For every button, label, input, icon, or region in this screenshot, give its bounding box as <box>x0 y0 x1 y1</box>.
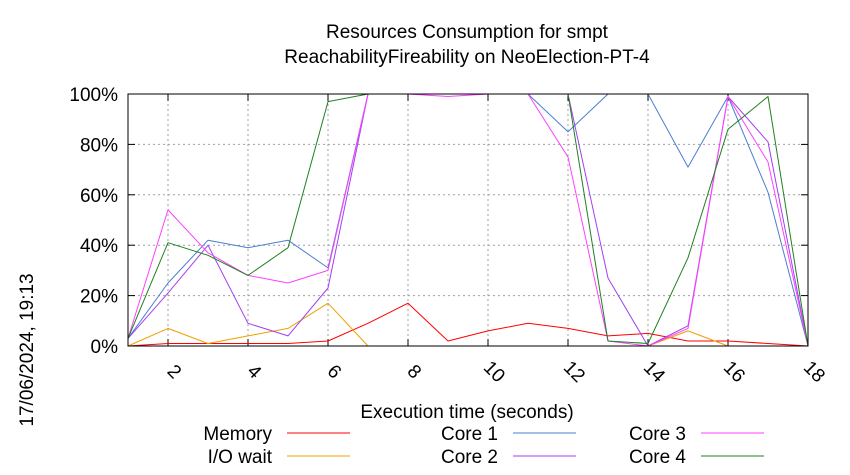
y-tick-label: 80% <box>80 135 118 156</box>
series-memory <box>127 302 809 347</box>
x-tick-label: 12 <box>559 357 589 387</box>
series-core-2 <box>127 93 809 347</box>
legend-label: I/O wait <box>208 447 273 468</box>
y-tick-label: 20% <box>80 287 118 308</box>
series-i-o-wait <box>127 302 729 347</box>
y-tick-label: 100% <box>69 85 118 106</box>
series-lines <box>127 93 809 347</box>
series-line <box>127 93 809 347</box>
chart-title: Resources Consumption for smpt <box>326 22 609 43</box>
series-line <box>127 302 809 347</box>
series-line <box>647 330 729 347</box>
x-axis-label: Execution time (seconds) <box>360 402 573 423</box>
legend-label: Core 4 <box>629 447 686 468</box>
y-axis-ticks: 0% 20% 40% 60% 80% 100% <box>69 85 808 358</box>
x-tick-label: 4 <box>243 361 266 384</box>
x-tick-label: 14 <box>639 357 669 387</box>
legend-label: Core 2 <box>441 447 498 468</box>
legend-label: Core 3 <box>629 424 686 445</box>
chart-subtitle: ReachabilityFireability on NeoElection-P… <box>284 47 650 68</box>
series-line <box>127 302 369 347</box>
legend-label: Memory <box>203 424 272 445</box>
legend-label: Core 1 <box>441 424 498 445</box>
timestamp: 17/06/2024, 19:13 <box>17 273 38 426</box>
grid-lines <box>128 94 808 346</box>
y-tick-label: 0% <box>91 337 119 358</box>
y-tick-label: 40% <box>80 236 118 257</box>
x-tick-label: 10 <box>479 357 509 387</box>
x-tick-label: 2 <box>163 361 185 383</box>
x-tick-label: 8 <box>403 361 425 383</box>
plot-frame <box>127 93 809 347</box>
x-tick-label: 6 <box>323 361 345 383</box>
x-tick-label: 18 <box>799 357 829 387</box>
y-tick-label: 60% <box>80 186 118 207</box>
x-tick-label: 16 <box>719 357 749 387</box>
